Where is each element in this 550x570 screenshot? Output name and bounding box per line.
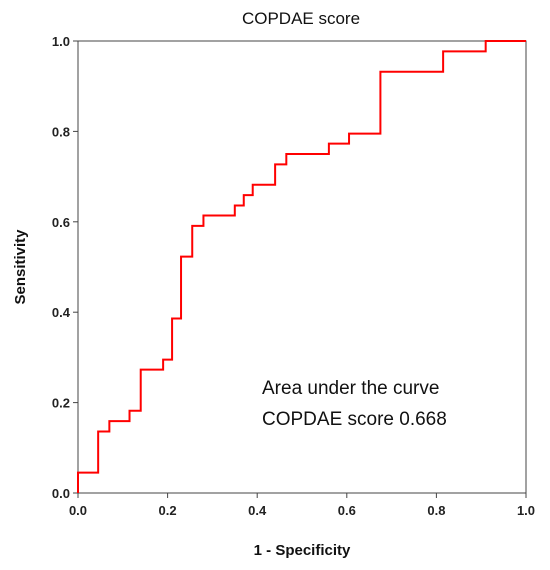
x-tick-label: 1.0	[517, 503, 535, 518]
y-tick-label: 0.6	[52, 215, 70, 230]
x-tick-label: 0.6	[338, 503, 356, 518]
y-tick-label: 0.8	[52, 124, 70, 139]
x-tick-label: 0.0	[69, 503, 87, 518]
auc-annotation-line-2: COPDAE score 0.668	[262, 409, 447, 430]
x-tick-label: 0.8	[427, 503, 445, 518]
plot-frame	[77, 40, 527, 494]
auc-annotation-line-1: Area under the curve	[262, 378, 439, 399]
y-tick-label: 0.0	[52, 486, 70, 501]
y-tick-label: 1.0	[52, 34, 70, 49]
x-tick-label: 0.4	[248, 503, 267, 518]
axis-ticks	[73, 40, 527, 498]
y-tick-label: 0.2	[52, 396, 70, 411]
chart-title: COPDAE score	[242, 9, 360, 28]
x-axis-label: 1 - Specificity	[254, 542, 351, 559]
y-tick-label: 0.4	[52, 305, 71, 320]
axis-tick-labels: 0.0 0.2 0.4 0.6 0.8 1.0 0.0 0.2 0.4 0.6 0.8 1.0	[52, 34, 535, 518]
y-axis-label: Sensitivity	[12, 229, 29, 305]
x-tick-label: 0.2	[159, 503, 177, 518]
roc-curve-line	[77, 40, 526, 493]
